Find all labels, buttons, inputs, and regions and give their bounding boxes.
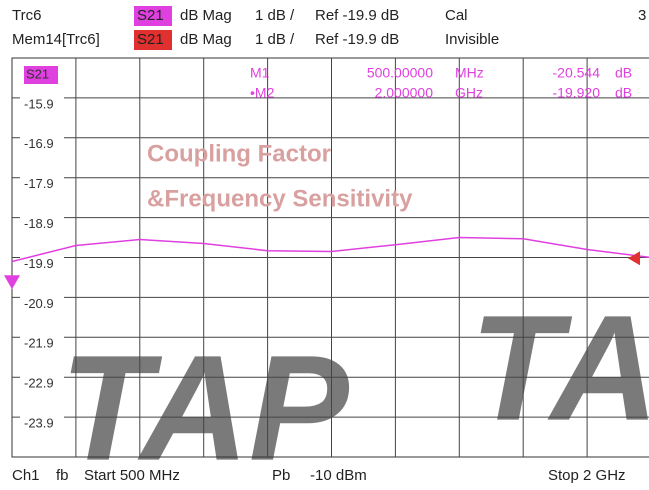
marker-x-unit: MHz [455,65,484,81]
y-tick-label: -18.9 [24,216,54,231]
trace-badge [134,30,172,50]
trace-badge [134,6,172,26]
tick-bg [20,376,64,393]
marker-x: 500.00000 [367,65,433,81]
y-tick-label: -22.9 [24,376,54,391]
y-tick-label: -19.9 [24,256,54,271]
header-text: dB Mag [180,31,232,48]
y-tick-label: -20.9 [24,296,54,311]
header-text: 1 dB / [255,31,295,48]
marker-x-unit: GHz [455,85,483,101]
watermark: TAP [470,284,649,452]
header-text: Ref -19.9 dB [315,7,399,24]
header-text: 1 dB / [255,7,295,24]
marker-unit: dB [615,65,632,81]
header-text: Mem14[Trc6] [12,31,100,48]
trace-label: S21 [26,66,49,81]
tick-bg [20,256,64,273]
header-text: 3 [638,7,646,24]
header-text: S21 [137,7,164,24]
marker-unit: dB [615,85,632,101]
marker-name: •M2 [250,85,275,101]
annotation: Coupling Factor [147,140,331,167]
header-text: Cal [445,7,468,24]
footer-text: fb [56,467,69,484]
annotation: &Frequency Sensitivity [147,185,413,212]
y-tick-label: -21.9 [24,336,54,351]
footer-text: Stop 2 GHz [548,467,626,484]
footer-text: Start 500 MHz [84,467,180,484]
y-tick-label: -23.9 [24,416,54,431]
trace [11,236,649,263]
y-tick-label: -17.9 [24,176,54,191]
tick-bg [20,176,64,193]
watermark: TAP [60,324,350,490]
marker [628,251,640,266]
footer-text: Ch1 [12,467,40,484]
tick-bg [20,336,64,353]
marker-name: M1 [250,65,270,81]
tick-bg [20,136,64,153]
y-tick-label: -15.9 [24,96,54,111]
marker-value: -20.544 [553,65,601,81]
marker-x: 2.000000 [375,85,434,101]
footer-text: -10 dBm [310,467,367,484]
header-text: dB Mag [180,7,232,24]
header-text: Ref -19.9 dB [315,31,399,48]
header-text: S21 [137,31,164,48]
header-text: Invisible [445,31,499,48]
header-text: Trc6 [12,7,41,24]
marker-value: -19.920 [553,85,601,101]
tick-bg [20,296,64,313]
footer-text: Pb [272,467,290,484]
tick-bg [20,96,64,113]
trace-label-bg [24,66,58,84]
tick-bg [20,216,64,233]
marker [4,275,20,290]
tick-bg [20,416,64,433]
y-tick-label: -16.9 [24,136,54,151]
